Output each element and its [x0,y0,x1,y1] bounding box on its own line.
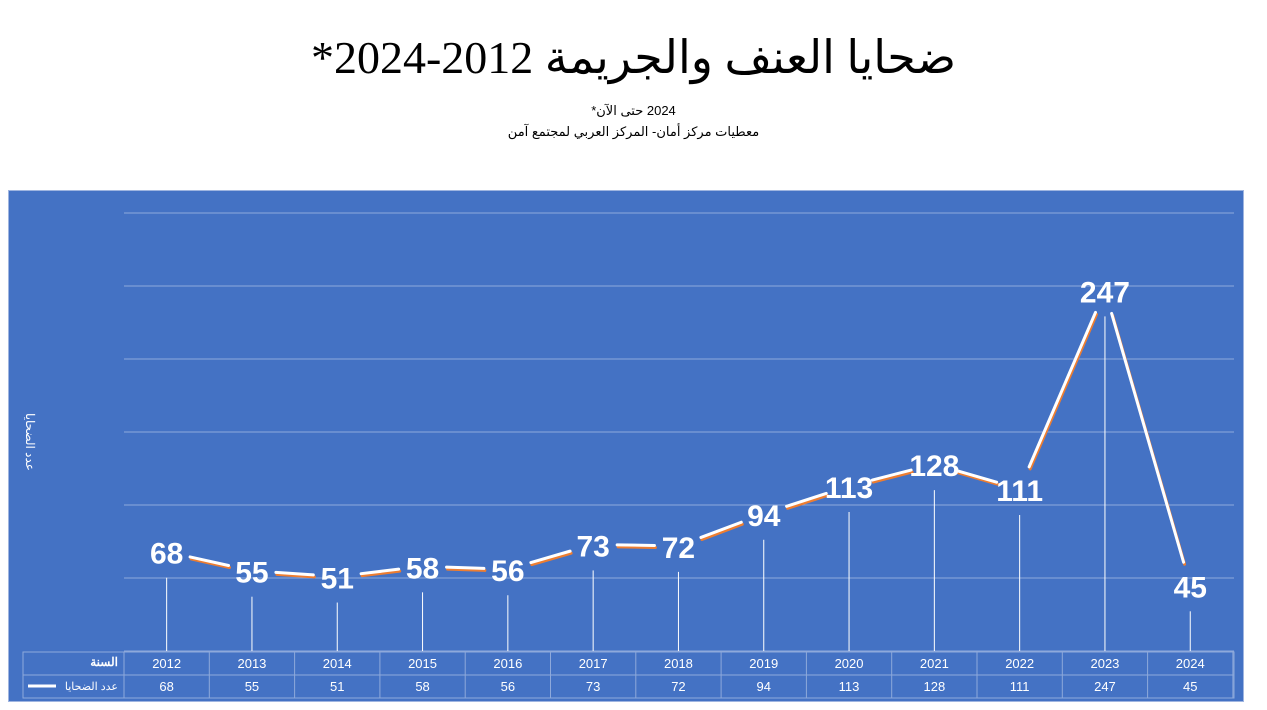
data-table-value: 247 [1094,679,1116,694]
series-line-segment [359,567,401,576]
series-line-segment [785,491,828,508]
series-line-segment [1110,311,1186,564]
x-tick-label: 2018 [664,656,693,671]
chart-subtitle-source: معطيات مركز أمان- المركز العربي لمجتمع آ… [507,124,760,139]
series-line-shadow [956,471,1000,486]
series-line-shadow [275,572,316,579]
x-tick-label: 2014 [323,656,352,671]
series-line-segment [529,549,572,565]
data-label: 113 [825,472,873,505]
data-label: 247 [1080,276,1130,309]
series-line-segment [955,469,999,484]
x-tick-label: 2022 [1005,656,1034,671]
x-tick-label: 2020 [835,656,864,671]
data-table-value: 113 [839,679,860,694]
chart-title: ضحايا العنف والجريمة 2012-2024* [310,32,957,83]
data-label: 56 [491,555,524,588]
data-table-series-label: عدد الضحايا [65,681,118,693]
data-table-value: 111 [1010,679,1030,694]
data-label: 45 [1174,571,1207,604]
data-table-value: 68 [159,679,173,694]
data-label: 73 [576,530,609,563]
series-line-segment [1027,310,1097,469]
data-label: 128 [909,450,959,483]
data-table-value: 72 [671,679,685,694]
data-label: 72 [662,532,695,565]
x-tick-label: 2023 [1090,656,1119,671]
data-label: 111 [996,475,1043,508]
series-line-segment [699,520,743,539]
x-tick-label: 2024 [1176,656,1205,671]
x-tick-label: 2016 [493,656,522,671]
x-tick-label: 2015 [408,656,437,671]
chart-subtitle-date-note: 2024 حتى الآن* [591,103,676,118]
data-table-header-label: السنة [90,655,118,669]
data-label: 55 [235,557,268,590]
series-line-segment [445,565,486,570]
data-table-value: 51 [330,679,344,694]
data-label: 94 [747,500,781,533]
series-line-shadow [1028,312,1098,471]
data-table-value: 55 [245,679,259,694]
series-line-shadow [530,551,573,567]
series-line-segment [274,570,315,577]
x-tick-label: 2019 [749,656,778,671]
series-line-shadow [871,470,914,484]
x-tick-label: 2017 [579,656,608,671]
data-table-value: 45 [1183,679,1197,694]
series-line-shadow [700,522,744,541]
x-tick-label: 2021 [920,656,949,671]
data-table-value: 56 [501,679,515,694]
data-table-value: 58 [415,679,429,694]
series-line-segment [188,555,231,567]
data-table-value: 94 [757,679,771,694]
data-label: 68 [150,538,183,571]
series-line-segment [870,468,913,482]
x-tick-label: 2013 [237,656,266,671]
series-line-shadow [616,545,657,549]
x-tick-label: 2012 [152,656,181,671]
series-line-shadow [360,569,402,578]
data-label: 58 [406,552,439,585]
series-line-shadow [189,557,232,569]
data-table-value: 73 [586,679,600,694]
series-line-segment [615,543,656,547]
data-label: 51 [321,563,354,596]
series-line-shadow [446,567,487,572]
data-table-value: 128 [923,679,945,694]
series-line-shadow [786,493,829,510]
